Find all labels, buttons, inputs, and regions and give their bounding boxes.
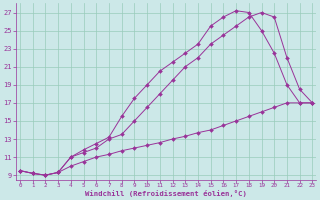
X-axis label: Windchill (Refroidissement éolien,°C): Windchill (Refroidissement éolien,°C) (85, 190, 247, 197)
